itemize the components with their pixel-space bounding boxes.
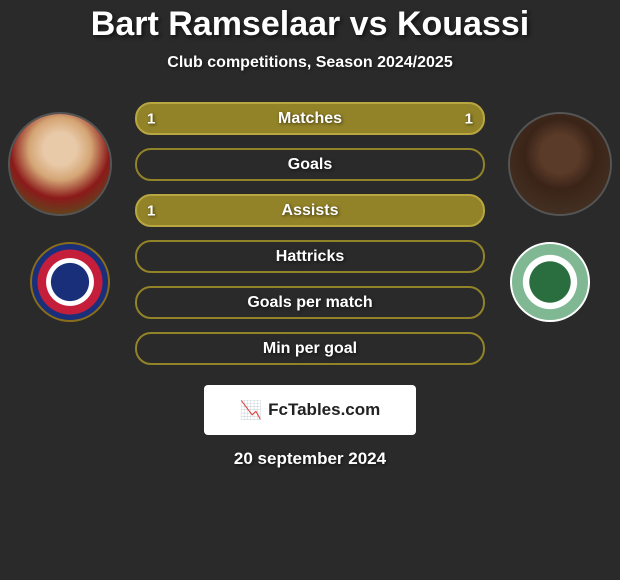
main-area: Matches 1 1 Goals Assists 1 Hattricks Goals per… <box>0 102 620 469</box>
player-left-avatar <box>8 112 112 216</box>
avatar-placeholder-icon <box>510 114 610 214</box>
stat-label: Matches <box>278 110 342 128</box>
stat-label: Min per goal <box>263 340 357 358</box>
crest-icon <box>510 242 590 322</box>
stat-bars: Matches 1 1 Goals Assists 1 Hattricks Goals per… <box>135 102 485 365</box>
avatar-placeholder-icon <box>10 114 110 214</box>
branding-badge: 📈 FcTables.com <box>204 385 416 435</box>
page-title: Bart Ramselaar vs Kouassi <box>0 5 620 44</box>
branding-text: FcTables.com <box>268 400 380 420</box>
comparison-card: Bart Ramselaar vs Kouassi Club competiti… <box>0 0 620 469</box>
stat-bar: Goals per match <box>135 286 485 319</box>
club-right-crest <box>500 247 600 317</box>
stat-bar: Hattricks <box>135 240 485 273</box>
stat-label: Assists <box>282 202 339 220</box>
stat-bar: Goals <box>135 148 485 181</box>
chart-icon: 📈 <box>240 400 262 421</box>
player-right-avatar <box>508 112 612 216</box>
subtitle: Club competitions, Season 2024/2025 <box>0 54 620 72</box>
stat-label: Hattricks <box>276 248 344 266</box>
stat-label: Goals per match <box>247 294 372 312</box>
stat-bar: Assists 1 <box>135 194 485 227</box>
stat-value-left: 1 <box>147 202 155 219</box>
date-label: 20 september 2024 <box>0 449 620 469</box>
stat-bar: Min per goal <box>135 332 485 365</box>
stat-bar: Matches 1 1 <box>135 102 485 135</box>
stat-label: Goals <box>288 156 332 174</box>
club-left-crest <box>20 247 120 317</box>
stat-value-left: 1 <box>147 110 155 127</box>
stat-value-right: 1 <box>465 110 473 127</box>
crest-icon <box>30 242 110 322</box>
